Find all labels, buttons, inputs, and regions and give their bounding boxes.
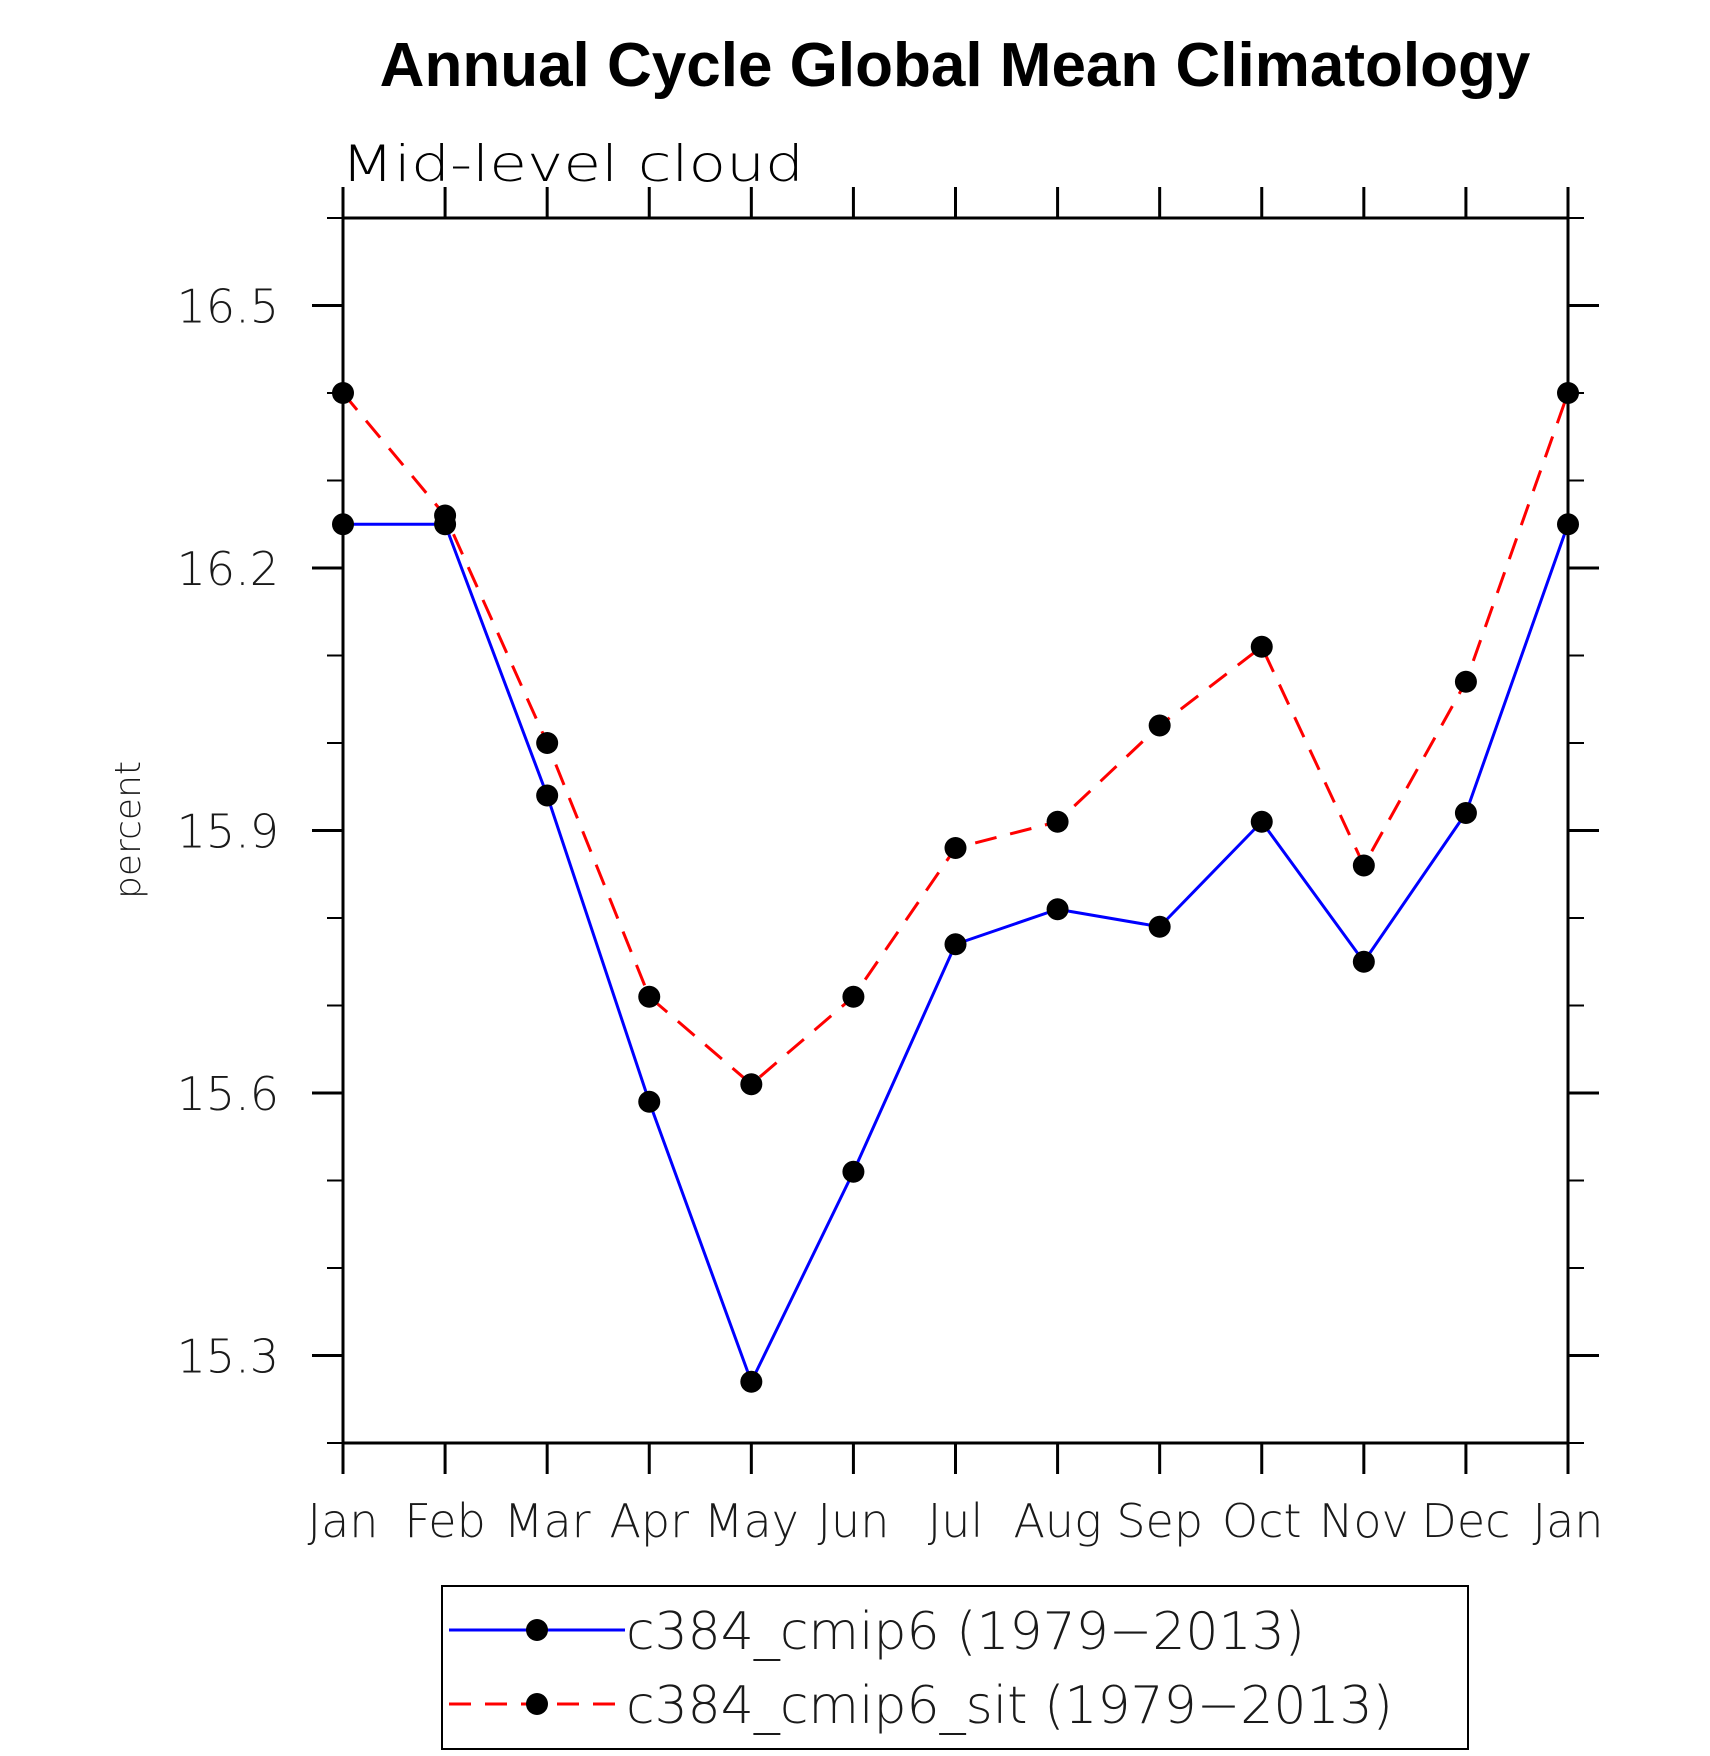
data-point-series-2 bbox=[1352, 854, 1375, 877]
y-tick-label: 16.5 bbox=[177, 280, 279, 334]
x-tick-label: Jan bbox=[1533, 1494, 1604, 1548]
data-point-series-1 bbox=[638, 1090, 661, 1113]
data-point-series-1 bbox=[1557, 513, 1579, 536]
x-tick-label: Dec bbox=[1421, 1494, 1510, 1548]
legend-label-2: c384_cmip6_sit (1979−2013) bbox=[626, 1676, 1393, 1736]
x-tick-label: Sep bbox=[1116, 1494, 1203, 1548]
plot-frame bbox=[341, 216, 1570, 1445]
series-markers bbox=[332, 382, 1579, 1393]
x-tick-label: Jan bbox=[308, 1494, 379, 1548]
legend-box bbox=[441, 1585, 1469, 1750]
data-point-series-1 bbox=[1352, 950, 1375, 973]
legend-marker-1 bbox=[526, 1619, 548, 1641]
data-point-series-1 bbox=[1046, 898, 1069, 921]
data-point-series-2 bbox=[944, 837, 967, 859]
x-tick-label: Apr bbox=[609, 1494, 689, 1548]
data-point-series-2 bbox=[740, 1073, 763, 1096]
x-tick-label: Mar bbox=[504, 1494, 591, 1548]
data-point-series-2 bbox=[332, 382, 354, 404]
x-tick-label: Nov bbox=[1319, 1494, 1409, 1548]
x-tick-label: Jul bbox=[928, 1494, 984, 1548]
data-point-series-1 bbox=[944, 933, 967, 956]
chart-subtitle: Mid-level cloud bbox=[341, 135, 804, 193]
y-tick-label: 16.2 bbox=[177, 542, 279, 596]
data-point-series-2 bbox=[1148, 714, 1171, 737]
tick-labels: Jan Feb Mar Apr May Jun Jul Aug Sep Oct Nov Dec Jan 1… bbox=[177, 280, 1604, 1549]
x-tick-label: Feb bbox=[404, 1494, 485, 1548]
series-lines bbox=[341, 392, 1570, 1384]
data-point-series-1 bbox=[1250, 810, 1273, 833]
x-tick-label: Aug bbox=[1013, 1494, 1101, 1548]
axis-ticks bbox=[312, 187, 1599, 1474]
data-point-series-2 bbox=[638, 985, 661, 1008]
data-point-series-2 bbox=[1046, 810, 1069, 833]
data-point-series-1 bbox=[1454, 802, 1477, 824]
data-point-series-1 bbox=[842, 1160, 865, 1183]
legend: c384_cmip6 (1979−2013) c384_cmip6_sit (19… bbox=[441, 1585, 1469, 1750]
x-tick-label: May bbox=[704, 1494, 799, 1548]
chart-title: Annual Cycle Global Mean Climatology bbox=[380, 31, 1531, 100]
legend-marker-2 bbox=[526, 1693, 548, 1715]
data-point-series-2 bbox=[1250, 635, 1273, 658]
data-point-series-2 bbox=[434, 504, 457, 527]
x-tick-label: Jun bbox=[817, 1494, 889, 1548]
y-axis-label: percent bbox=[108, 761, 149, 899]
x-tick-label: Oct bbox=[1222, 1494, 1302, 1548]
data-point-series-1 bbox=[1148, 915, 1171, 938]
data-point-series-1 bbox=[740, 1370, 763, 1393]
data-point-series-1 bbox=[332, 513, 354, 536]
y-tick-label: 15.9 bbox=[177, 805, 279, 859]
y-tick-label: 15.3 bbox=[177, 1330, 279, 1384]
y-tick-label: 15.6 bbox=[177, 1067, 279, 1121]
data-point-series-2 bbox=[1557, 382, 1579, 404]
data-point-series-1 bbox=[536, 784, 559, 807]
data-point-series-2 bbox=[536, 732, 559, 754]
data-point-series-2 bbox=[1454, 670, 1477, 693]
data-point-series-2 bbox=[842, 985, 865, 1008]
legend-label-1: c384_cmip6 (1979−2013) bbox=[626, 1602, 1305, 1662]
